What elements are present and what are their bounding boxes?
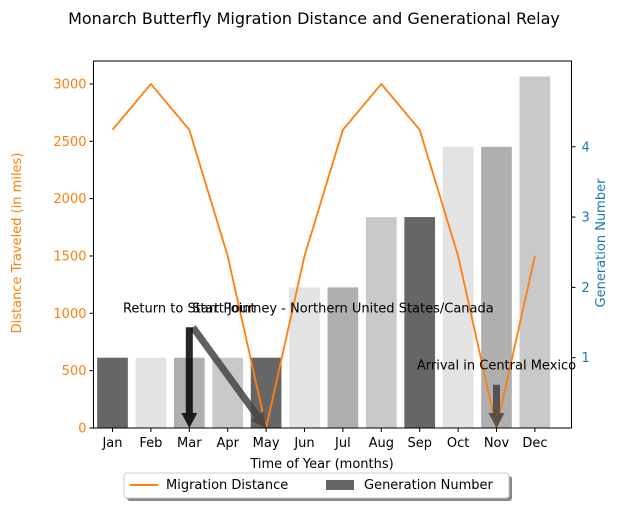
annotation-arrow-head-1 — [181, 413, 198, 428]
legend-box — [123, 472, 510, 499]
bar-sep — [404, 217, 436, 428]
annotation-arrow-head-2 — [488, 413, 505, 428]
x-tick-label-dec: Dec — [522, 436, 547, 451]
annotation-text-0: Start Journey - Northern United States/C… — [192, 301, 494, 316]
chart-title: Monarch Butterfly Migration Distance and… — [68, 9, 560, 28]
bar-dec — [519, 76, 551, 428]
bar-jun — [289, 287, 320, 428]
annotation-arrow-shaft-0 — [190, 325, 261, 418]
bar-series — [97, 76, 551, 428]
y-right-tick-label-4: 4 — [582, 140, 590, 155]
plot-frame — [93, 60, 572, 429]
annotation-text-2: Arrival in Central Mexico — [417, 359, 576, 374]
x-tick-label-aug: Aug — [369, 436, 394, 451]
annotation-text-1: Return to Start Point — [123, 301, 256, 316]
bar-jan — [97, 357, 128, 428]
x-tick-label-feb: Feb — [139, 436, 162, 451]
y-axis-left: 0 500 1000 1500 2000 2500 3000 — [53, 77, 94, 437]
y-right-tick-label-1: 1 — [582, 351, 590, 366]
y-left-tick-label-2500: 2500 — [53, 135, 86, 150]
y-axis-right: 1 2 3 4 — [571, 140, 590, 366]
legend-bar-swatch — [326, 480, 354, 490]
y-axis-label-left: Distance Traveled (in miles) — [10, 153, 25, 334]
y-axis-label-right: Generation Number — [594, 178, 609, 308]
y-left-tick-label-3000: 3000 — [53, 77, 86, 92]
x-tick-label-sep: Sep — [407, 436, 432, 451]
x-tick-label-oct: Oct — [447, 436, 469, 451]
y-right-tick-label-2: 2 — [582, 281, 590, 296]
x-tick-label-mar: Mar — [177, 436, 202, 451]
bar-jul — [327, 287, 359, 428]
x-axis: Jan Feb Mar Apr May Jun Jul Aug Sep Oct Nov Dec — [101, 428, 547, 451]
legend-label-migration-distance: Migration Distance — [166, 478, 288, 493]
annotation-arrow-head-0 — [250, 411, 267, 428]
legend-label-generation-number: Generation Number — [364, 478, 494, 493]
x-tick-label-nov: Nov — [484, 436, 510, 451]
y-left-tick-label-0: 0 — [78, 422, 86, 437]
annotations: Start Journey - Northern United States/C… — [123, 301, 576, 428]
line-series-layer — [111, 83, 536, 429]
migration-distance-line — [111, 83, 536, 429]
x-tick-label-jan: Jan — [101, 436, 122, 451]
y-right-tick-label-3: 3 — [582, 211, 590, 226]
bar-aug — [365, 217, 397, 428]
y-left-tick-label-1000: 1000 — [53, 307, 86, 322]
bar-feb — [135, 357, 167, 428]
x-tick-label-may: May — [253, 436, 280, 451]
x-tick-label-apr: Apr — [216, 436, 239, 451]
y-left-tick-label-500: 500 — [62, 364, 87, 379]
y-left-tick-label-1500: 1500 — [53, 249, 86, 264]
legend: Migration Distance Generation Number — [123, 472, 512, 501]
x-tick-label-jun: Jun — [293, 436, 314, 451]
bar-oct — [442, 146, 474, 428]
x-tick-label-jul: Jul — [334, 436, 351, 451]
x-axis-label: Time of Year (months) — [249, 457, 393, 472]
y-left-tick-label-2000: 2000 — [53, 192, 86, 207]
